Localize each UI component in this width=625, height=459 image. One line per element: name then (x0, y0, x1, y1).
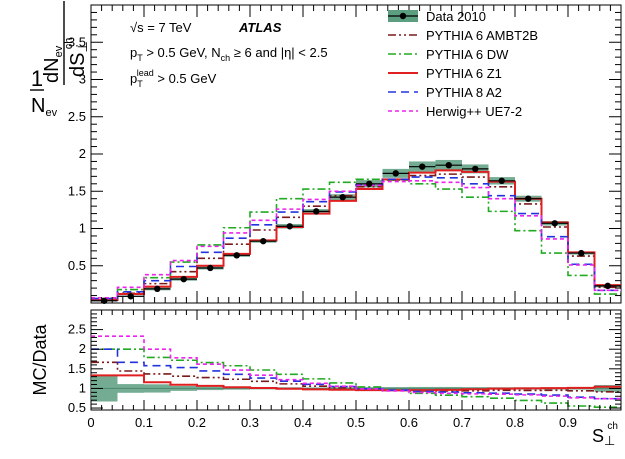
ratio-band-bin (594, 385, 621, 392)
data-point (525, 195, 532, 202)
ratio-y-axis-label: MC/Data (30, 324, 50, 396)
main-y-axis-label-derivative: dNev dS⊥ch (41, 1, 90, 85)
ratio-plot-panel: 0.5 1 1.5 2 2.5 0 0.1 0.2 0.3 0.4 0.5 0.6 0.7 0.8 0.9 (68, 309, 622, 430)
ratio-x-axis-label: S⊥ch (592, 421, 618, 448)
x-tick-label: 0.5 (347, 415, 365, 430)
data-point (366, 180, 373, 187)
data-point (551, 220, 558, 227)
x-tick-label: 0.3 (241, 415, 259, 430)
ratio-band-bin (382, 387, 409, 390)
ratio-y-tick-label: 1 (79, 380, 86, 395)
legend-label: PYTHIA 8 A2 (426, 85, 502, 100)
ylabel-numerator: dNev (41, 45, 65, 83)
data-point (339, 194, 346, 201)
annotations: √s = 7 TeV ATLAS pT > 0.5 GeV, Nch ≥ 6 a… (130, 20, 328, 89)
series-line-pythia-6-dw (91, 178, 621, 300)
y-tick-label: 2 (79, 146, 86, 161)
data-point (233, 252, 240, 259)
legend-label: Herwig++ UE7-2 (426, 104, 522, 119)
ratio-x-ticks: 0 0.1 0.2 0.3 0.4 0.5 0.6 0.7 0.8 0.9 (87, 310, 622, 430)
x-tick-label: 0.2 (188, 415, 206, 430)
data-point (313, 208, 320, 215)
series-line-pythia-8-a2 (91, 176, 621, 300)
ratio-line-pythia-6-dw (91, 348, 621, 408)
main-y-axis-label: 1 Nev (30, 66, 58, 119)
ratio-line-pythia-6-z1 (91, 374, 621, 392)
data-point (445, 161, 452, 169)
y-tick-label: 1.5 (68, 183, 86, 198)
ratio-band-bin (197, 386, 224, 391)
ratio-band-bin (223, 387, 250, 390)
legend: Data 2010 PYTHIA 6 AMBT2B PYTHIA 6 DW PYTHI… (388, 9, 538, 119)
ylabel-ds: dS⊥ch (63, 38, 90, 77)
data-point (472, 165, 479, 173)
data-point (604, 282, 611, 290)
data-point (419, 163, 426, 170)
data-point (127, 293, 134, 300)
mc-series-group (91, 169, 621, 302)
ratio-series-group (91, 335, 621, 408)
ratio-band-bin (117, 384, 144, 393)
legend-label: Data 2010 (426, 9, 486, 24)
cuts-line-1: pT > 0.5 GeV, Nch ≥ 6 and |η| < 2.5 (130, 45, 328, 63)
x-tick-label: 0.4 (294, 415, 312, 430)
ratio-band-bin (170, 385, 197, 391)
cuts-line-2: pTlead > 0.5 GeV (130, 68, 217, 89)
x-tick-label: 0.1 (135, 415, 153, 430)
y-tick-label: 0.5 (68, 258, 86, 273)
ratio-band-bin (435, 386, 462, 390)
ratio-y-ticks: 0.5 1 1.5 2 2.5 (68, 313, 621, 415)
ratio-band-bin (409, 386, 436, 390)
y-tick-label: 3.5 (68, 34, 86, 49)
x-tick-label: 0 (87, 415, 94, 430)
ylabel-prefix: 1 (31, 66, 43, 91)
x-tick-label: 0.7 (453, 415, 471, 430)
experiment-label: ATLAS (238, 20, 282, 35)
ratio-y-tick-label: 0.5 (68, 400, 86, 415)
ylabel-denominator: Nev (31, 95, 58, 119)
data-point (286, 223, 293, 230)
legend-label: PYTHIA 6 Z1 (426, 66, 502, 81)
ratio-y-tick-label: 1.5 (68, 361, 86, 376)
data-point (154, 285, 161, 293)
y-tick-label: 1 (79, 221, 86, 236)
main-plot-panel: 0.5 1 1.5 2 2.5 3 3.5 (68, 4, 622, 304)
data-point (207, 264, 214, 272)
x-tick-label: 0.9 (559, 415, 577, 430)
data-point (578, 249, 585, 257)
data-point (260, 237, 267, 245)
data-point (392, 170, 399, 177)
y-tick-label: 3 (79, 72, 86, 87)
x-tick-label: 0.8 (506, 415, 524, 430)
y-tick-label: 2.5 (68, 109, 86, 124)
legend-label: PYTHIA 6 DW (426, 47, 509, 62)
ratio-band-bin (144, 384, 171, 393)
legend-label: PYTHIA 6 AMBT2B (426, 28, 538, 43)
main-y-ticks: 0.5 1 1.5 2 2.5 3 3.5 (68, 4, 621, 304)
ratio-line-herwig-ue7-2 (91, 335, 621, 400)
data-point (101, 297, 108, 304)
energy-label: √s = 7 TeV (130, 20, 192, 35)
data-points-group (91, 161, 621, 304)
ratio-y-tick-label: 2.5 (68, 322, 86, 337)
x-tick-label: 0.6 (400, 415, 418, 430)
main-x-ticks (90, 5, 622, 303)
data-point (498, 177, 505, 185)
data-point (180, 275, 187, 283)
ratio-y-tick-label: 2 (79, 341, 86, 356)
legend-swatch-marker (399, 12, 407, 20)
series-line-herwig-ue7-2 (91, 180, 621, 299)
